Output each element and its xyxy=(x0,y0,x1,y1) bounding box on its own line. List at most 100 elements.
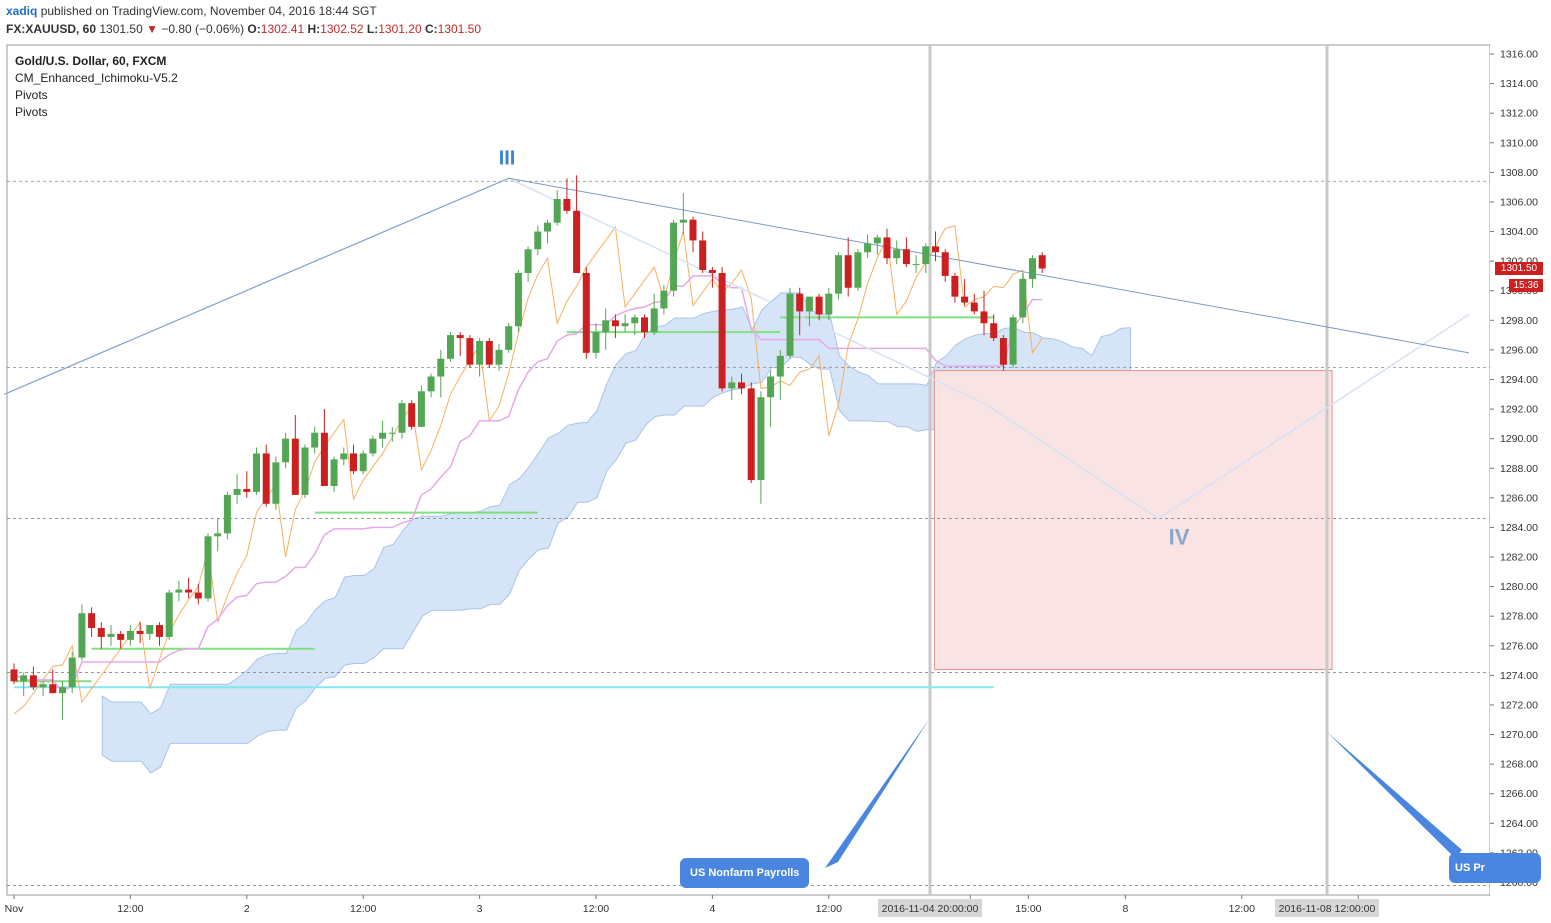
candle[interactable] xyxy=(466,335,474,368)
candle[interactable] xyxy=(233,474,241,504)
author-name[interactable]: xadiq xyxy=(6,4,38,18)
candle[interactable] xyxy=(650,293,658,336)
candle[interactable] xyxy=(883,228,891,265)
candle[interactable] xyxy=(893,240,901,265)
candle[interactable] xyxy=(20,672,28,697)
candle[interactable] xyxy=(417,385,425,427)
candle[interactable] xyxy=(447,332,454,362)
candle[interactable] xyxy=(456,332,464,356)
candle[interactable] xyxy=(611,314,619,339)
candle[interactable] xyxy=(641,314,648,339)
candle[interactable] xyxy=(738,373,745,395)
price-axis[interactable]: 1316.00 1314.00 1312.00 1310.00 1308.00 1306.… xyxy=(1490,45,1551,895)
candle[interactable] xyxy=(854,249,862,291)
candle[interactable] xyxy=(835,252,842,300)
candle[interactable] xyxy=(10,663,18,685)
candle[interactable] xyxy=(29,666,37,691)
candle[interactable] xyxy=(815,293,823,321)
candle[interactable] xyxy=(786,287,794,359)
candle[interactable] xyxy=(408,400,416,430)
candle[interactable] xyxy=(495,343,503,371)
candle[interactable] xyxy=(544,219,551,244)
legend-title[interactable]: Gold/U.S. Dollar, 60, FXCM xyxy=(15,54,167,68)
candle[interactable] xyxy=(485,338,493,368)
candle[interactable] xyxy=(670,219,678,297)
candle[interactable] xyxy=(59,681,66,720)
candle[interactable] xyxy=(505,323,513,353)
candle[interactable] xyxy=(689,216,697,253)
candle[interactable] xyxy=(660,284,668,315)
candle[interactable] xyxy=(990,314,998,342)
candle[interactable] xyxy=(97,622,105,649)
candle[interactable] xyxy=(291,414,299,495)
candle[interactable] xyxy=(999,335,1007,371)
candle[interactable] xyxy=(165,589,173,640)
legend-indicator[interactable]: Pivots xyxy=(15,88,48,102)
candle[interactable] xyxy=(311,426,319,454)
legend-indicator[interactable]: Pivots xyxy=(15,105,48,119)
candle[interactable] xyxy=(185,577,193,599)
candle[interactable] xyxy=(514,270,522,333)
candle[interactable] xyxy=(330,456,338,492)
candle[interactable] xyxy=(699,231,707,273)
candle[interactable] xyxy=(747,382,755,484)
candle[interactable] xyxy=(524,246,532,282)
candle[interactable] xyxy=(243,471,251,498)
candle[interactable] xyxy=(776,349,784,401)
candle[interactable] xyxy=(718,267,726,392)
candle[interactable] xyxy=(39,681,47,697)
candle[interactable] xyxy=(427,373,435,398)
candle[interactable] xyxy=(767,370,775,427)
candle[interactable] xyxy=(796,287,804,336)
candle[interactable] xyxy=(592,323,600,359)
candle[interactable] xyxy=(573,175,581,273)
candle[interactable] xyxy=(262,444,270,507)
candle[interactable] xyxy=(621,314,629,333)
candle[interactable] xyxy=(388,426,396,442)
candle[interactable] xyxy=(553,190,561,226)
candle[interactable] xyxy=(49,669,57,694)
candle[interactable] xyxy=(204,533,212,602)
candle[interactable] xyxy=(602,308,610,350)
candle[interactable] xyxy=(78,604,86,661)
candle[interactable] xyxy=(534,225,542,256)
candle[interactable] xyxy=(1038,252,1046,273)
candle[interactable] xyxy=(961,278,969,306)
candle[interactable] xyxy=(223,491,231,540)
candle[interactable] xyxy=(320,409,328,487)
candle[interactable] xyxy=(1019,272,1027,324)
event-tooltip-us[interactable]: US Pr xyxy=(1449,853,1541,883)
candle[interactable] xyxy=(980,290,988,336)
candle[interactable] xyxy=(379,420,387,448)
candle[interactable] xyxy=(970,293,978,315)
candle[interactable] xyxy=(708,267,716,288)
candle[interactable] xyxy=(156,622,163,646)
candle[interactable] xyxy=(359,450,367,475)
candle[interactable] xyxy=(107,625,115,646)
event-tooltip-nfp[interactable]: US Nonfarm Payrolls xyxy=(680,858,810,888)
candle[interactable] xyxy=(340,447,348,466)
candle[interactable] xyxy=(194,583,202,605)
candle[interactable] xyxy=(1009,314,1017,368)
candle[interactable] xyxy=(282,432,290,469)
legend-indicator[interactable]: CM_Enhanced_Ichimoku-V5.2 xyxy=(15,71,178,85)
candle[interactable] xyxy=(350,444,357,475)
candle[interactable] xyxy=(864,234,872,259)
candle[interactable] xyxy=(136,622,144,643)
candle[interactable] xyxy=(146,625,154,640)
candle[interactable] xyxy=(175,580,183,602)
candle[interactable] xyxy=(728,376,736,401)
candle[interactable] xyxy=(582,267,590,359)
candle[interactable] xyxy=(214,518,222,552)
time-axis[interactable]: Nov12:00212:00312:00412:00715:00812:0092… xyxy=(5,895,1379,917)
candle[interactable] xyxy=(68,651,76,694)
candle[interactable] xyxy=(844,237,852,297)
candle[interactable] xyxy=(437,349,445,398)
candle[interactable] xyxy=(117,630,125,649)
candle[interactable] xyxy=(932,231,939,262)
candle[interactable] xyxy=(1029,255,1036,288)
candle[interactable] xyxy=(922,243,930,273)
candle[interactable] xyxy=(398,400,406,439)
candle[interactable] xyxy=(88,607,96,637)
